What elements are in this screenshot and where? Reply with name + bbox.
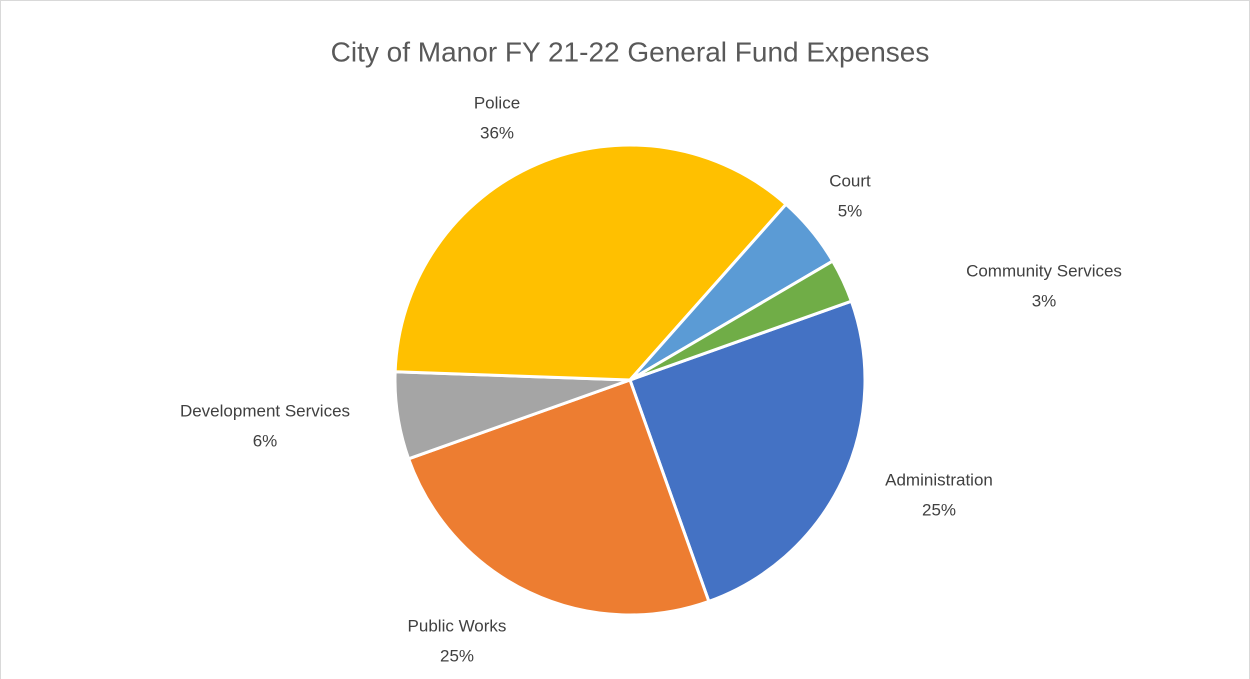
chart-title: City of Manor FY 21-22 General Fund Expe… <box>331 36 930 67</box>
pie-slice <box>407 378 711 617</box>
slice-value-label: 6% <box>253 431 278 450</box>
slice-value-label: 25% <box>922 500 956 519</box>
slice-label: Development Services <box>180 401 350 420</box>
pie-slice <box>628 259 853 382</box>
slice-label: Police <box>474 93 520 112</box>
slice-label: Administration <box>885 470 993 489</box>
pie-slice <box>393 143 788 382</box>
pie-slice <box>628 299 867 603</box>
slice-value-label: 36% <box>480 123 514 142</box>
slice-label: Court <box>829 171 871 190</box>
slice-value-label: 3% <box>1032 291 1057 310</box>
slice-label: Community Services <box>966 261 1122 280</box>
slice-label: Public Works <box>408 616 507 635</box>
slice-value-label: 5% <box>838 201 863 220</box>
slice-value-label: 25% <box>440 646 474 665</box>
